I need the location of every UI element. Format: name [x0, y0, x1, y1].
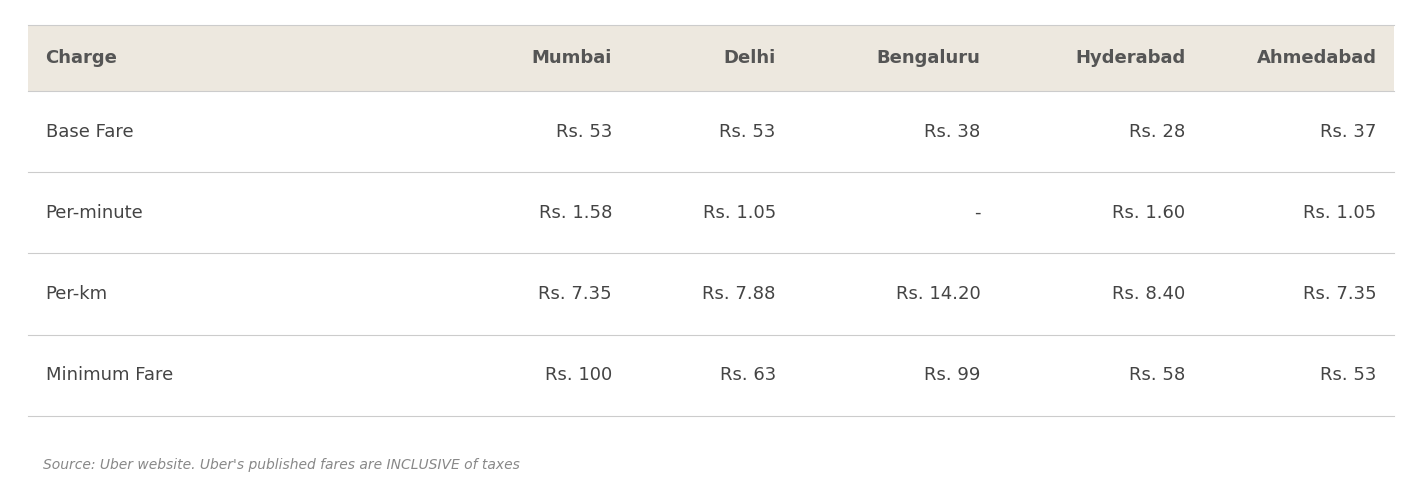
Text: Rs. 1.60: Rs. 1.60 — [1112, 204, 1186, 222]
Text: Rs. 58: Rs. 58 — [1129, 366, 1186, 384]
Text: Rs. 53: Rs. 53 — [720, 123, 776, 141]
Text: Rs. 7.35: Rs. 7.35 — [1303, 285, 1376, 303]
Text: Rs. 100: Rs. 100 — [545, 366, 611, 384]
FancyBboxPatch shape — [28, 253, 1394, 335]
Text: Delhi: Delhi — [724, 49, 776, 67]
Text: Bengaluru: Bengaluru — [877, 49, 981, 67]
Text: -: - — [974, 204, 981, 222]
Text: Rs. 8.40: Rs. 8.40 — [1112, 285, 1186, 303]
Text: Rs. 99: Rs. 99 — [924, 366, 981, 384]
Text: Rs. 7.88: Rs. 7.88 — [702, 285, 776, 303]
Text: Rs. 28: Rs. 28 — [1129, 123, 1186, 141]
Text: Rs. 63: Rs. 63 — [720, 366, 776, 384]
Text: Rs. 1.58: Rs. 1.58 — [539, 204, 611, 222]
Text: Rs. 38: Rs. 38 — [924, 123, 981, 141]
Text: Mumbai: Mumbai — [532, 49, 611, 67]
Text: Hyderabad: Hyderabad — [1075, 49, 1186, 67]
Text: Rs. 1.05: Rs. 1.05 — [702, 204, 776, 222]
FancyBboxPatch shape — [28, 91, 1394, 172]
Text: Source: Uber website. Uber's published fares are INCLUSIVE of taxes: Source: Uber website. Uber's published f… — [43, 458, 519, 471]
Text: Rs. 1.05: Rs. 1.05 — [1303, 204, 1376, 222]
Text: Rs. 37: Rs. 37 — [1320, 123, 1376, 141]
Text: Rs. 53: Rs. 53 — [1320, 366, 1376, 384]
Text: Ahmedabad: Ahmedabad — [1257, 49, 1376, 67]
FancyBboxPatch shape — [28, 335, 1394, 416]
Text: Rs. 14.20: Rs. 14.20 — [896, 285, 981, 303]
Text: Minimum Fare: Minimum Fare — [46, 366, 172, 384]
Text: Base Fare: Base Fare — [46, 123, 134, 141]
FancyBboxPatch shape — [28, 172, 1394, 253]
FancyBboxPatch shape — [28, 25, 1394, 91]
Text: Rs. 53: Rs. 53 — [556, 123, 611, 141]
Text: Per-minute: Per-minute — [46, 204, 144, 222]
Text: Charge: Charge — [46, 49, 118, 67]
Text: Rs. 7.35: Rs. 7.35 — [539, 285, 611, 303]
Text: Per-km: Per-km — [46, 285, 108, 303]
